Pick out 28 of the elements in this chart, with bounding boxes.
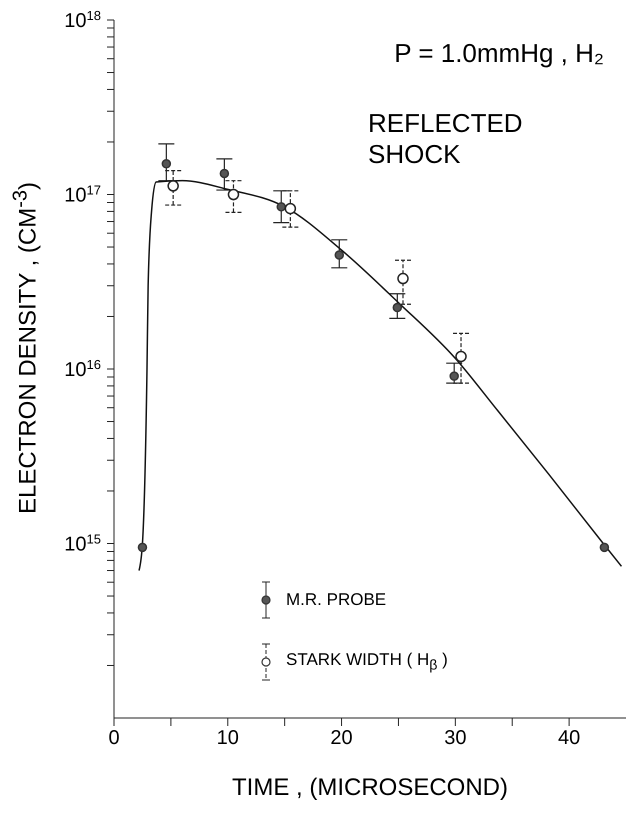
y-tick-label: 10$^{16}$ — [64, 356, 101, 381]
x-axis-title: TIME , (MICROSECOND) — [231, 774, 509, 802]
point — [449, 371, 459, 381]
legend-label: M.R. PROBE — [286, 590, 386, 610]
x-tick-label: 10 — [216, 727, 239, 749]
y-tick-label: 10$^{17}$ — [64, 182, 101, 206]
point — [392, 302, 402, 312]
y-tick-label: 10$^{15}$ — [64, 531, 101, 556]
point — [162, 159, 172, 169]
point — [228, 188, 240, 200]
point — [284, 202, 296, 214]
legend-label: STARK WIDTH ( H$_{β}$ ) — [286, 650, 448, 674]
point — [334, 250, 344, 260]
annotation: P = 1.0mmHg , H₂ — [394, 38, 604, 70]
line-series — [138, 180, 622, 572]
point — [167, 180, 179, 192]
point — [600, 542, 610, 552]
x-tick-label: 40 — [558, 727, 580, 749]
x-tick-label: 0 — [108, 727, 120, 749]
point — [276, 202, 286, 212]
point — [397, 272, 409, 284]
y-tick-label: 10$^{18}$ — [64, 8, 101, 32]
annotation: REFLECTED SHOCK — [368, 108, 524, 170]
point — [220, 168, 230, 178]
x-tick-label: 20 — [330, 727, 353, 749]
point — [455, 350, 467, 362]
point — [138, 542, 148, 552]
x-tick-label: 30 — [444, 727, 466, 749]
